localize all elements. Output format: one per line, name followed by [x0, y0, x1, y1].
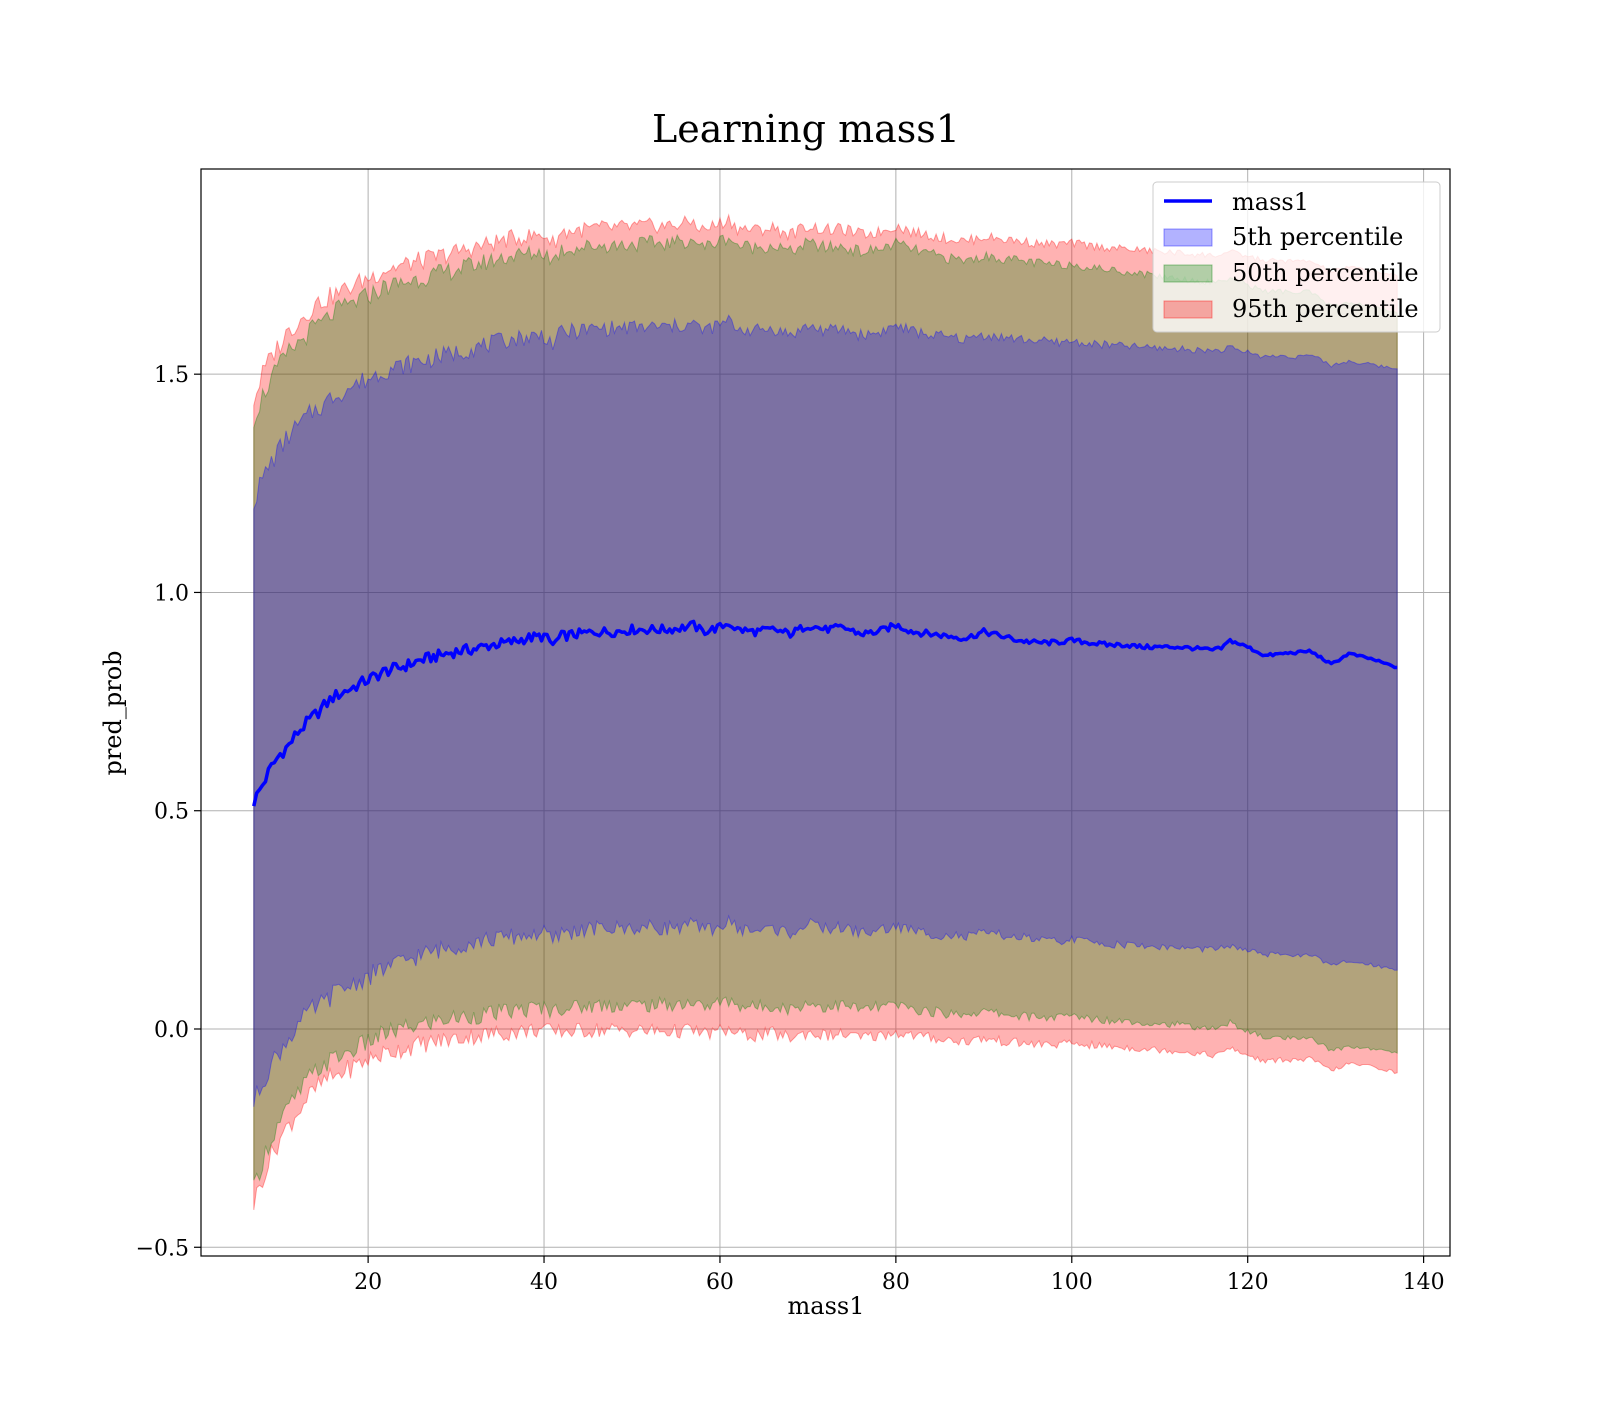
plot-frame: [200, 168, 1451, 1257]
legend-swatch-50th: [1163, 264, 1213, 283]
x-tick-label: 120: [1227, 1270, 1269, 1295]
legend: mass1 5th percentile 50th percentile 95t…: [1152, 181, 1441, 333]
legend-swatch-95th: [1163, 300, 1213, 319]
legend-label-mass1: mass1: [1232, 188, 1309, 216]
x-tick-label: 40: [530, 1270, 558, 1295]
band-5th: [253, 314, 1398, 1107]
y-tick-label: 1.0: [154, 581, 189, 606]
x-axis-label: mass1: [788, 1292, 865, 1320]
y-tick-label: −0.5: [136, 1236, 189, 1261]
legend-swatch-5th: [1163, 228, 1213, 247]
gridlines: [201, 169, 1450, 1256]
y-axis-label: pred_prob: [99, 650, 127, 775]
y-tick-label: 0.5: [154, 800, 189, 825]
x-tick-label: 20: [354, 1270, 382, 1295]
legend-label-5th: 5th percentile: [1232, 223, 1403, 251]
axis-ticks: 20 40 60 80 100 120 140 −0.5 0.0 0.5 1.0 1.5: [136, 363, 1445, 1295]
legend-label-50th: 50th percentile: [1232, 259, 1419, 287]
legend-box: [1152, 181, 1441, 333]
legend-label-95th: 95th percentile: [1232, 295, 1419, 323]
x-tick-label: 60: [706, 1270, 734, 1295]
x-tick-label: 100: [1051, 1270, 1093, 1295]
y-tick-label: 1.5: [154, 363, 189, 388]
mass1-series: [252, 619, 1398, 807]
y-tick-label: 0.0: [154, 1018, 189, 1043]
band-95th: [253, 213, 1398, 1210]
percentile-bands: [253, 213, 1398, 1210]
band-50th: [253, 233, 1398, 1182]
series-mass1-line: [252, 619, 1398, 807]
chart-title: Learning mass1: [652, 107, 960, 151]
plot-background: [201, 169, 1450, 1256]
x-tick-label: 140: [1403, 1270, 1445, 1295]
x-tick-label: 80: [882, 1270, 910, 1295]
